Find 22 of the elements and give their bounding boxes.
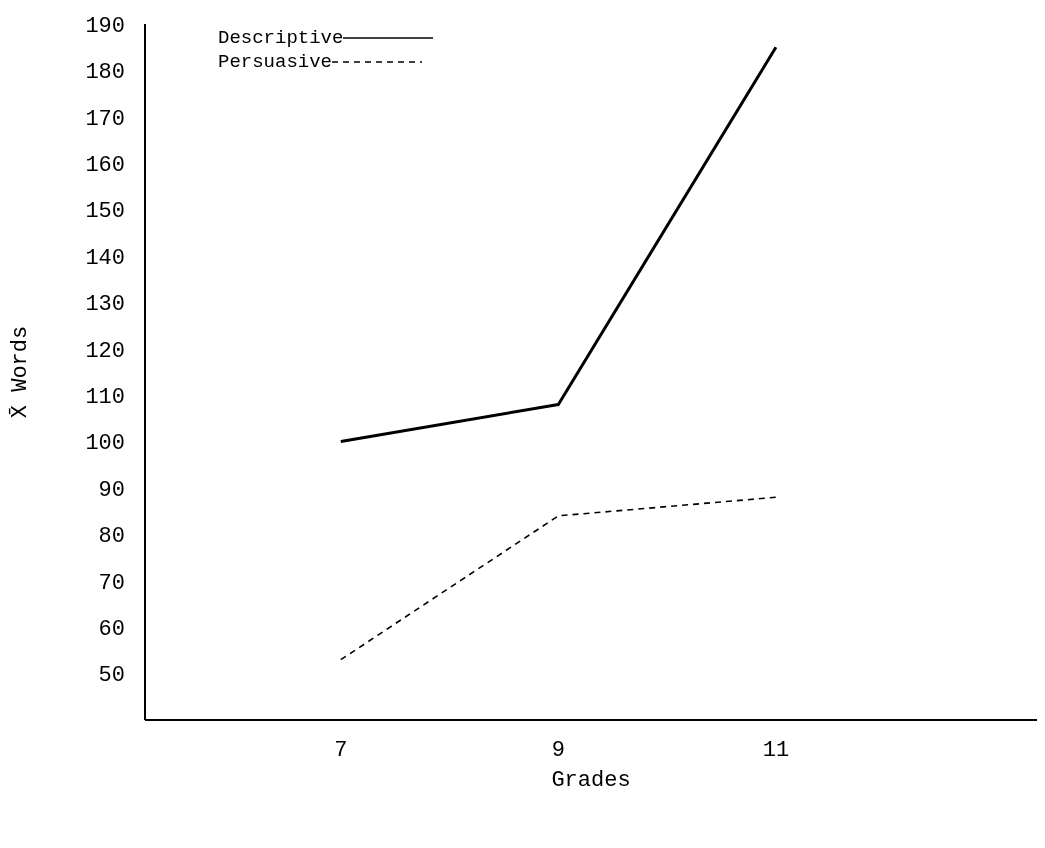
y-tick-label: 100 [85,431,125,457]
x-tick-label: 11 [762,737,790,763]
x-tick-label: 7 [334,737,348,763]
x-axis-title: Grades [551,768,631,793]
y-tick-label: 50 [98,663,125,689]
legend-label: Persuasive [218,50,333,74]
y-tick-label: 150 [85,199,125,225]
y-tick-label: 160 [85,153,125,179]
y-tick-label: 180 [85,60,125,86]
y-tick-label: 130 [85,292,125,318]
y-tick-label: 170 [85,106,125,132]
y-tick-label: 110 [85,385,125,411]
x-tick-label: 9 [551,737,565,763]
y-tick-label: 120 [85,338,125,364]
y-tick-label: 80 [98,524,125,550]
y-tick-label: 190 [85,13,125,39]
y-tick-label: 60 [98,617,125,643]
y-tick-label: 140 [85,245,125,271]
y-tick-label: 70 [98,570,125,596]
y-axis-title: X̄ Words [7,325,33,419]
y-tick-label: 90 [98,477,125,503]
legend-label: Descriptive [218,26,344,50]
